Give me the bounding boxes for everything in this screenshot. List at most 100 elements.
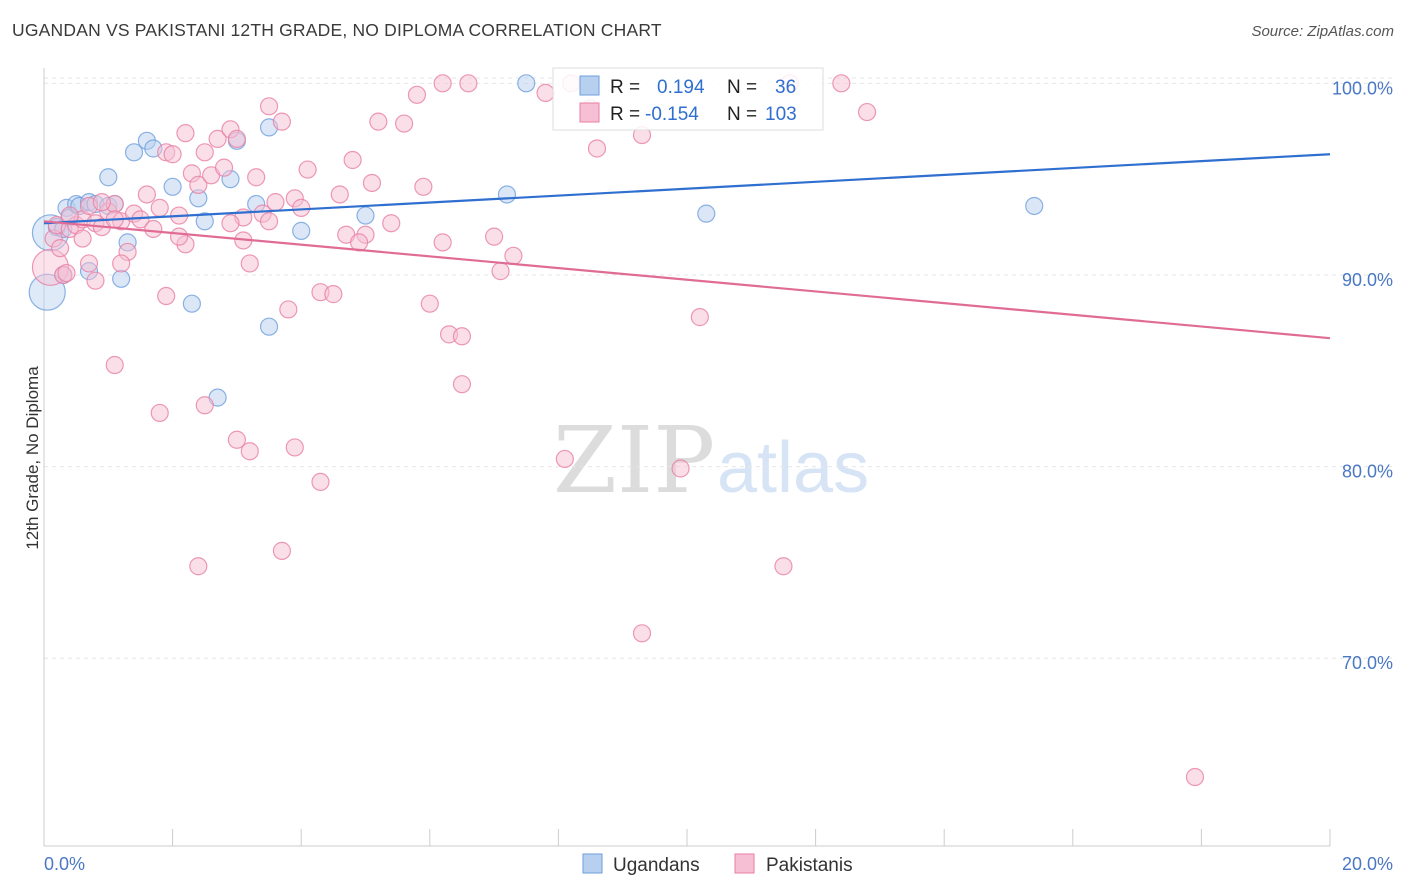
point-ugandans [182,294,201,313]
point-pakistanis [298,160,317,179]
stats-r-label-pakistanis: R = [610,104,640,125]
point-pakistanis [92,193,111,212]
chart-title: UGANDAN VS PAKISTANI 12TH GRADE, NO DIPL… [12,20,662,40]
point-pakistanis [112,254,131,273]
point-pakistanis [536,83,555,103]
x-ticks [43,829,1331,846]
point-pakistanis [189,557,208,576]
point-pakistanis [227,430,246,449]
x-tick-label-max: 20.0% [1342,854,1393,874]
stats-n-value-pakistanis: 103 [765,104,797,125]
stats-swatch-pakistanis [579,102,600,123]
point-ugandans [99,168,118,187]
point-pakistanis [105,355,124,375]
point-pakistanis [671,459,690,478]
point-pakistanis [491,262,510,281]
point-ugandans [195,212,214,231]
point-pakistanis [343,150,362,170]
point-pakistanis [176,124,195,143]
point-pakistanis [632,624,652,643]
point-ugandans [259,317,279,336]
point-pakistanis [414,177,433,196]
point-pakistanis [195,396,214,415]
gridlines [44,77,1393,659]
point-pakistanis [279,300,298,319]
point-pakistanis [369,112,388,131]
point-ugandans [163,177,182,196]
point-ugandans [112,269,131,288]
point-pakistanis [163,145,182,164]
point-pakistanis [208,129,227,149]
point-pakistanis [459,74,478,93]
point-ugandans [497,185,517,204]
point-pakistanis [394,114,414,133]
point-ugandans [124,143,144,162]
point-pakistanis [150,198,169,217]
point-pakistanis [857,102,877,122]
point-pakistanis [452,375,472,394]
point-pakistanis [690,308,709,327]
point-pakistanis [382,214,401,233]
point-pakistanis [832,74,851,93]
point-pakistanis [259,212,279,231]
point-pakistanis [272,112,292,131]
point-ugandans [697,204,716,223]
point-pakistanis [157,286,176,306]
point-pakistanis [420,294,439,313]
point-pakistanis [240,442,259,461]
watermark-zip: ZIP [553,407,715,514]
trend-layer [43,153,1331,340]
point-pakistanis [137,185,156,204]
trendline-ugandans [43,153,1331,225]
point-pakistanis [214,158,234,177]
point-pakistanis [189,175,208,194]
legend-label-ugandans: Ugandans [613,855,700,876]
point-pakistanis [221,214,240,233]
x-tick-label-min: 0.0% [44,854,85,874]
trendline-pakistanis [43,220,1331,340]
point-ugandans [292,221,311,240]
point-ugandans [1025,196,1044,216]
point-pakistanis [144,219,163,239]
point-pakistanis [555,449,574,469]
point-pakistanis [433,74,452,93]
legend-swatch-pakistanis [734,853,755,874]
legend-swatch-ugandans [582,853,603,874]
point-pakistanis [259,97,279,116]
point-pakistanis [324,285,343,304]
point-pakistanis [330,185,349,204]
stats-r-value-ugandans: 0.194 [657,77,705,98]
point-pakistanis [774,557,793,576]
y-axis-title: 12th Grade, No Diploma [23,366,42,550]
y-tick-label: 80.0% [1342,462,1393,482]
point-pakistanis [227,129,246,149]
point-pakistanis [79,254,99,273]
watermark-atlas: atlas [717,428,869,508]
point-pakistanis [504,246,523,265]
point-pakistanis [240,254,259,273]
point-pakistanis [485,227,504,246]
y-tick-label: 90.0% [1342,270,1393,290]
stats-n-label-pakistanis: N = [727,104,757,125]
y-tick-labels: 100.0% 90.0% 80.0% 70.0% [1332,78,1393,673]
point-pakistanis [362,173,382,193]
stats-r-value-pakistanis: -0.154 [645,104,699,125]
points-layer [28,74,1205,787]
y-tick-label: 100.0% [1332,78,1393,98]
point-pakistanis [587,139,607,158]
point-pakistanis [57,263,76,283]
point-pakistanis [285,438,304,457]
point-pakistanis [247,168,266,187]
stats-legend: R = 0.194 N = 36 R = -0.154 N = 103 [552,67,824,131]
point-pakistanis [86,271,105,290]
chart-source: Source: ZipAtlas.com [1251,23,1394,40]
point-pakistanis [452,327,472,346]
point-pakistanis [407,85,427,104]
point-pakistanis [195,143,214,162]
point-pakistanis [292,198,311,217]
point-pakistanis [272,541,292,560]
legend-label-pakistanis: Pakistanis [766,855,853,876]
point-ugandans [517,74,536,93]
point-ugandans [356,206,375,225]
series-pakistanis [31,74,1205,787]
